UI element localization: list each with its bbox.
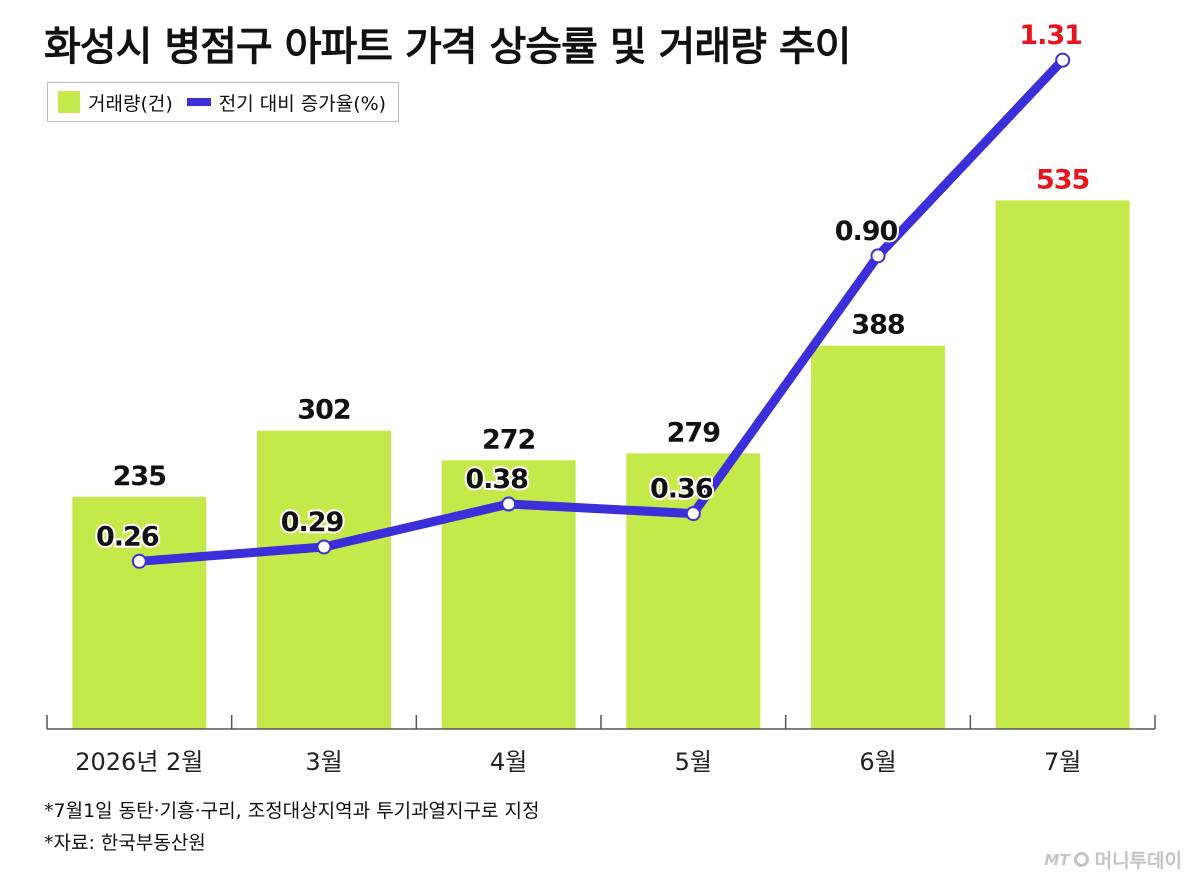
chart-title: 화성시 병점구 아파트 가격 상승률 및 거래량 추이 [44, 24, 851, 70]
logo-name: 머니투데이 [1094, 850, 1182, 872]
x-tick-label-2: 4월 [490, 748, 527, 776]
bar-value-label-3: 279 [667, 417, 721, 448]
bar-value-label-1: 302 [297, 395, 350, 426]
bar-value-label-4: 388 [851, 310, 905, 341]
data-labels-group: 235 302 272 279 388 535 0.26 0.29 0.38 0.36 0.90 1.… [94, 18, 1092, 554]
bar-value-label-0: 235 [113, 461, 166, 492]
line-point-3 [685, 506, 701, 522]
x-axis: 2026년 2월 3월 4월 5월 6월 7월 [46, 715, 1156, 776]
line-point-2 [501, 496, 517, 512]
legend-label-line: 전기 대비 증가율(%) [218, 92, 387, 115]
legend-label-bar: 거래량(건) [88, 92, 173, 115]
bar-5 [995, 200, 1130, 730]
legend-swatch-bar [58, 91, 80, 113]
line-value-label-4: 0.90 [835, 216, 898, 247]
legend: 거래량(건) 전기 대비 증가율(%) [47, 82, 400, 122]
x-tick-label-3: 5월 [675, 748, 712, 776]
x-tick-label-1: 3월 [305, 748, 342, 776]
legend-swatch-line [186, 98, 211, 106]
legend-item-bar: 거래량(건) [58, 89, 173, 116]
bars-group [72, 200, 1130, 730]
legend-item-line: 전기 대비 증가율(%) [186, 89, 387, 116]
bar-1 [257, 430, 391, 729]
x-tick-label-4: 6월 [859, 748, 896, 776]
bar-3 [626, 453, 761, 729]
line-point-1 [316, 539, 332, 555]
line-series-group [131, 52, 1071, 569]
bar-value-label-5: 535 [1036, 164, 1089, 195]
publisher-logo: MT 머니투데이 [1044, 846, 1182, 873]
line-point-4 [870, 248, 886, 264]
x-tick-label-5: 7월 [1044, 748, 1081, 776]
bar-0 [72, 496, 207, 729]
bar-4 [811, 345, 945, 729]
x-tick-label-0: 2026년 2월 [75, 748, 203, 776]
footnote-designation: *7월1일 동탄·기흥·구리, 조정대상지역과 투기과열지구로 지정 [44, 800, 540, 822]
logo-mark: MT [1044, 850, 1070, 869]
line-point-0 [131, 553, 147, 569]
line-value-label-5: 1.31 [1019, 20, 1082, 51]
line-value-label-1: 0.29 [281, 507, 344, 538]
logo-ring-icon [1073, 852, 1089, 867]
line-value-label-0: 0.26 [96, 521, 159, 552]
line-value-label-3: 0.36 [650, 474, 713, 505]
line-series [134, 55, 1068, 566]
footnote-source: *자료: 한국부동산원 [44, 832, 206, 854]
line-point-5 [1055, 52, 1071, 68]
bar-value-label-2: 272 [482, 424, 535, 455]
line-value-label-2: 0.38 [465, 464, 528, 495]
